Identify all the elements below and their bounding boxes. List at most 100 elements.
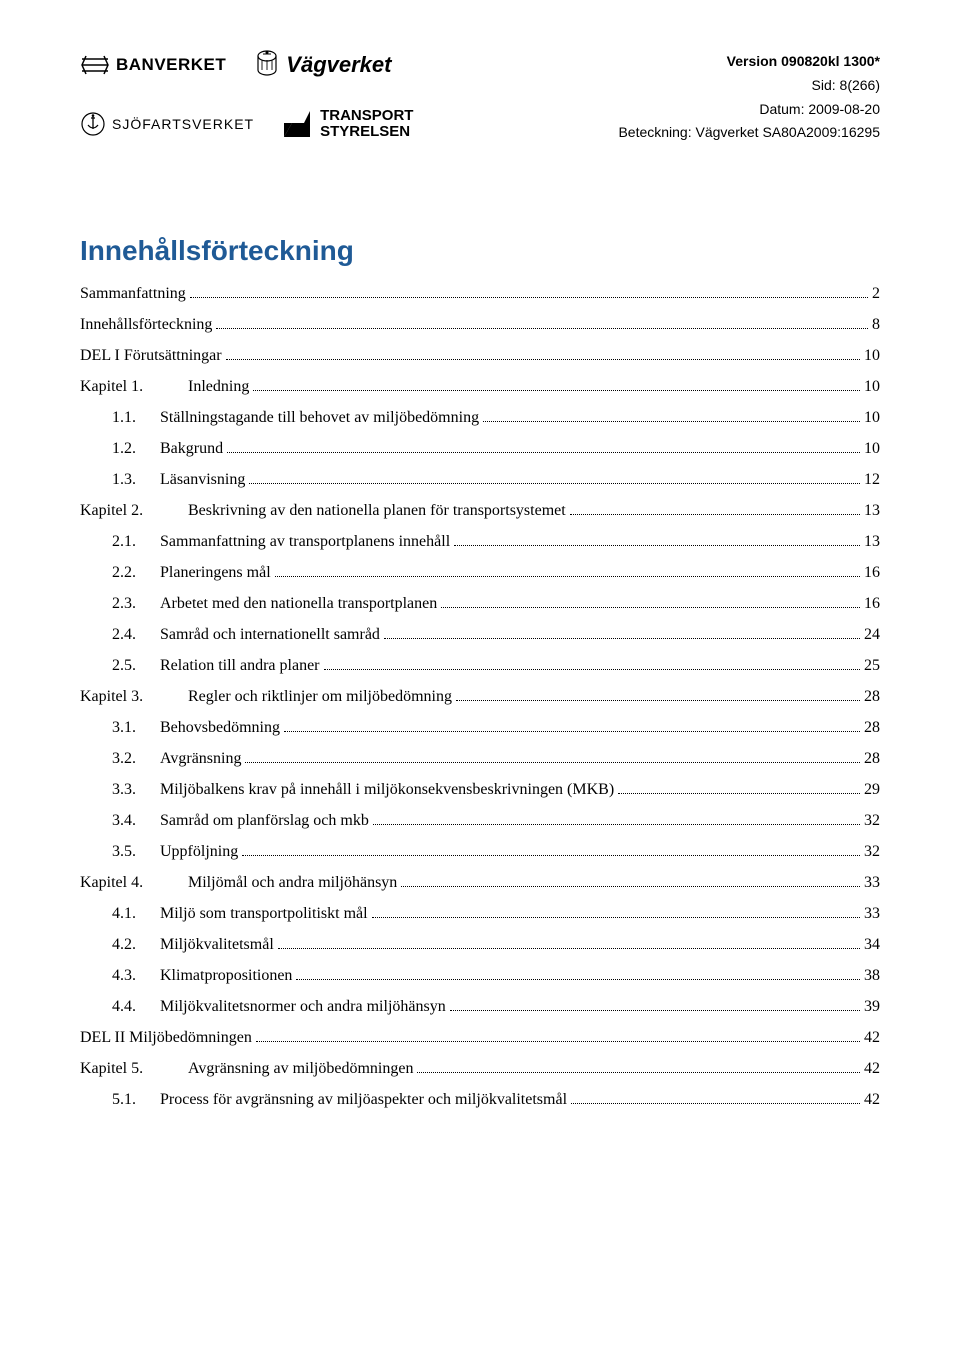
toc-number: Kapitel 1. [80,378,188,396]
toc-leader [242,855,860,856]
toc-row: 4.1.Miljö som transportpolitiskt mål33 [80,905,880,923]
toc-label: Relation till andra planer [160,657,320,675]
toc-leader [256,1041,860,1042]
toc-row: Kapitel 1.Inledning 10 [80,378,880,396]
toc-leader [417,1072,860,1073]
toc-row: 2.4.Samråd och internationellt samråd24 [80,626,880,644]
transportstyrelsen-icon [282,109,312,139]
toc-leader [278,948,860,949]
toc-page: 10 [864,347,880,365]
toc-number: 3.3. [112,781,160,799]
toc-row: 1.3.Läsanvisning12 [80,471,880,489]
toc-label: Behovsbedömning [160,719,280,737]
banverket-icon [80,54,110,76]
toc-row: 1.2.Bakgrund10 [80,440,880,458]
toc-row: Sammanfattning2 [80,285,880,303]
toc-number: 2.5. [112,657,160,675]
toc-leader [284,731,860,732]
toc-label: Sammanfattning av transportplanens inneh… [160,533,450,551]
toc-row: Innehållsförteckning 8 [80,316,880,334]
toc-leader [245,762,860,763]
toc-page: 32 [864,812,880,830]
document-meta: Version 090820kl 1300* Sid: 8(266) Datum… [618,50,880,145]
toc-page: 42 [864,1029,880,1047]
toc-page: 8 [872,316,880,334]
toc-label: Miljökvalitetsnormer och andra miljöhäns… [160,998,446,1016]
toc-row: 2.5.Relation till andra planer 25 [80,657,880,675]
toc-row: DEL I Förutsättningar10 [80,347,880,365]
toc-number: 3.1. [112,719,160,737]
toc-row: 2.2.Planeringens mål16 [80,564,880,582]
toc-number: 4.1. [112,905,160,923]
toc-leader [483,421,860,422]
toc-label: Planeringens mål [160,564,271,582]
toc-row: Kapitel 4.Miljömål och andra miljöhänsyn… [80,874,880,892]
toc-page: 13 [864,533,880,551]
toc-leader [275,576,860,577]
toc-label: Inledning [188,378,249,396]
toc-page: 33 [864,874,880,892]
toc-leader [296,979,860,980]
toc-label: Process för avgränsning av miljöaspekter… [160,1091,567,1109]
vagverket-logo: Vägverket [254,50,391,80]
toc-page: 16 [864,595,880,613]
content-area: Innehållsförteckning Sammanfattning2 Inne… [80,235,880,1109]
toc-row: 1.1.Ställningstagande till behovet av mi… [80,409,880,427]
version-line: Version 090820kl 1300* [618,50,880,74]
toc-row: 3.1.Behovsbedömning28 [80,719,880,737]
toc-label: Miljö som transportpolitiskt mål [160,905,368,923]
toc-page: 29 [864,781,880,799]
toc-number: 2.2. [112,564,160,582]
toc-label: Miljökvalitetsmål [160,936,274,954]
datum-line: Datum: 2009-08-20 [618,98,880,122]
vagverket-text: Vägverket [286,52,391,78]
toc-row: 5.1.Process för avgränsning av miljöaspe… [80,1091,880,1109]
toc-row: 2.1.Sammanfattning av transportplanens i… [80,533,880,551]
sjofartsverket-text: SJÖFARTSVERKET [112,116,254,132]
toc-leader [324,669,861,670]
toc-label: Regler och riktlinjer om miljöbedömning [188,688,452,706]
toc-number: 5.1. [112,1091,160,1109]
sjofartsverket-icon [80,111,106,137]
toc-page: 10 [864,409,880,427]
toc-leader [456,700,860,701]
toc-row: DEL II Miljöbedömningen42 [80,1029,880,1047]
toc-page: 42 [864,1060,880,1078]
toc-number: 1.3. [112,471,160,489]
toc-leader [401,886,860,887]
toc-label: Samråd om planförslag och mkb [160,812,369,830]
toc-label: Läsanvisning [160,471,245,489]
toc-number: 3.5. [112,843,160,861]
toc-page: 10 [864,440,880,458]
beteckning-line: Beteckning: Vägverket SA80A2009:16295 [618,121,880,145]
toc-page: 34 [864,936,880,954]
toc-number: Kapitel 3. [80,688,188,706]
toc-label: Innehållsförteckning [80,316,212,334]
toc-label: Miljömål och andra miljöhänsyn [188,874,397,892]
toc-label: Arbetet med den nationella transportplan… [160,595,437,613]
toc-leader [190,297,868,298]
toc-page: 25 [864,657,880,675]
table-of-contents: Sammanfattning2 Innehållsförteckning 8 DEL … [80,285,880,1109]
toc-row: 3.2.Avgränsning28 [80,750,880,768]
toc-row: 3.4.Samråd om planförslag och mkb32 [80,812,880,830]
toc-row: 3.3.Miljöbalkens krav på innehåll i milj… [80,781,880,799]
toc-number: 1.2. [112,440,160,458]
toc-number: 1.1. [112,409,160,427]
toc-leader [372,917,860,918]
toc-leader [570,514,860,515]
toc-number: 4.3. [112,967,160,985]
toc-label: Uppföljning [160,843,238,861]
toc-page: 32 [864,843,880,861]
toc-row: Kapitel 2.Beskrivning av den nationella … [80,502,880,520]
toc-page: 10 [864,378,880,396]
toc-number: 2.4. [112,626,160,644]
toc-label: Samråd och internationellt samråd [160,626,380,644]
logos-row-1: BANVERKET Vägverket [80,50,413,80]
toc-page: 39 [864,998,880,1016]
toc-page: 13 [864,502,880,520]
toc-label: Avgränsning av miljöbedömningen [188,1060,413,1078]
transportstyrelsen-line2: STYRELSEN [320,123,410,140]
toc-number: Kapitel 5. [80,1060,188,1078]
toc-leader [253,390,860,391]
